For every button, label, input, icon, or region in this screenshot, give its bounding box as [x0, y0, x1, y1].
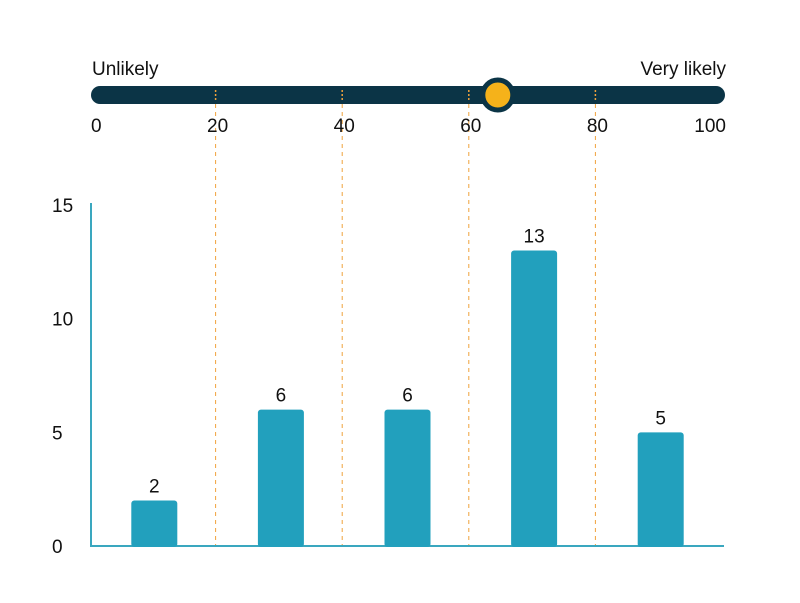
- slider-tick-label: 60: [460, 116, 481, 137]
- y-tick-label: 10: [52, 310, 73, 331]
- slider-tick-label: 20: [207, 116, 228, 137]
- bars: [131, 250, 684, 547]
- y-tick-label: 15: [52, 196, 73, 217]
- y-tick-label: 5: [52, 423, 63, 444]
- bar: [637, 432, 684, 547]
- bar-value-label: 6: [402, 386, 413, 407]
- likelihood-slider[interactable]: Unlikely Very likely 0 20 40 60 80 100: [91, 59, 726, 137]
- bar: [131, 500, 178, 547]
- bar: [257, 409, 304, 547]
- bar-value-labels: 2 6 6 13 5: [149, 226, 666, 497]
- slider-tick-label: 100: [694, 116, 726, 137]
- bar: [511, 250, 558, 547]
- slider-right-label: Very likely: [640, 59, 726, 80]
- slider-left-label: Unlikely: [92, 59, 159, 80]
- slider-tick-label: 80: [587, 116, 608, 137]
- bar-value-label: 5: [655, 408, 666, 429]
- bar-value-label: 2: [149, 477, 160, 498]
- slider-tick-label: 0: [91, 116, 102, 137]
- slider-knob[interactable]: [480, 77, 516, 113]
- bar: [384, 409, 431, 547]
- bar-value-label: 6: [276, 386, 287, 407]
- slider-tick-label: 40: [334, 116, 355, 137]
- slider-tick-marks: [214, 90, 597, 100]
- y-tick-labels: 0 5 10 15: [52, 196, 73, 558]
- bar-value-label: 13: [524, 226, 545, 247]
- histogram-chart: 0 5 10 15 2 6 6 13 5: [52, 196, 724, 558]
- slider-tick-labels: 0 20 40 60 80 100: [91, 116, 726, 137]
- y-tick-label: 0: [52, 537, 63, 558]
